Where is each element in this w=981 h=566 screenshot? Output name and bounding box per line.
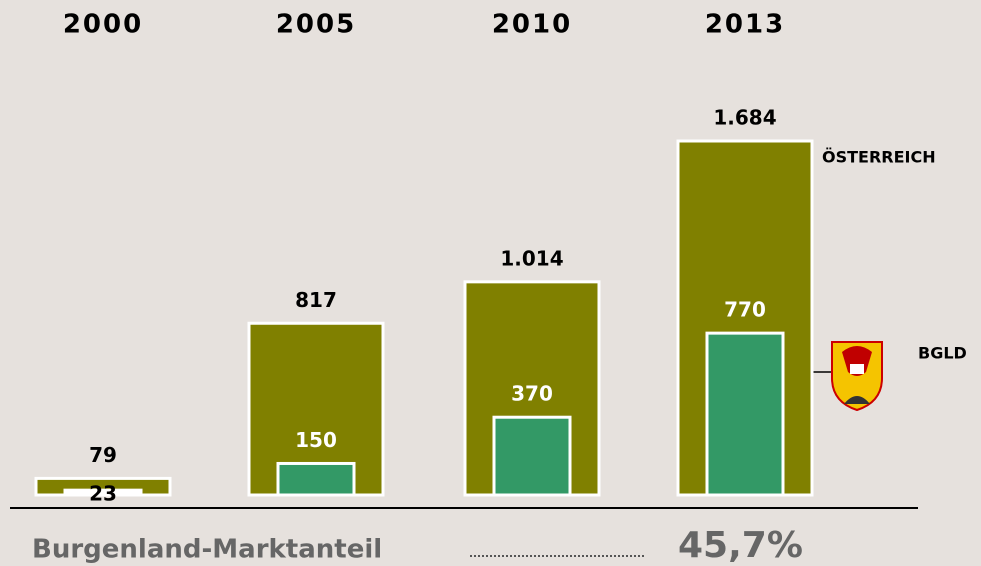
share: 45,7% — [678, 525, 803, 566]
bgld-bar — [63, 488, 143, 497]
austria-value-label: 1.014 — [500, 246, 563, 270]
year-label: 2010 — [492, 10, 572, 40]
year-label: 2013 — [705, 10, 785, 40]
legend-bgld: BGLD — [918, 344, 967, 363]
bgld-bar — [276, 461, 356, 497]
year-label: 2000 — [63, 10, 143, 40]
bgld-bar — [492, 415, 572, 497]
austria-value-label: 817 — [295, 288, 337, 312]
bgld-value-label: 770 — [724, 298, 766, 322]
year-label: 2005 — [276, 10, 356, 40]
bgld-value-label: 370 — [511, 382, 553, 406]
austria-value-label: 1.684 — [713, 106, 776, 130]
coat-of-arms — [831, 341, 883, 412]
bgld-value-label: 150 — [295, 428, 337, 452]
annotation: Burgenland-Marktanteil — [32, 535, 382, 565]
bgld-bar — [705, 331, 785, 497]
legend-austria: ÖSTERREICH — [822, 148, 936, 167]
austria-value-label: 79 — [89, 443, 117, 467]
bgld-value-label: 23 — [89, 482, 117, 506]
